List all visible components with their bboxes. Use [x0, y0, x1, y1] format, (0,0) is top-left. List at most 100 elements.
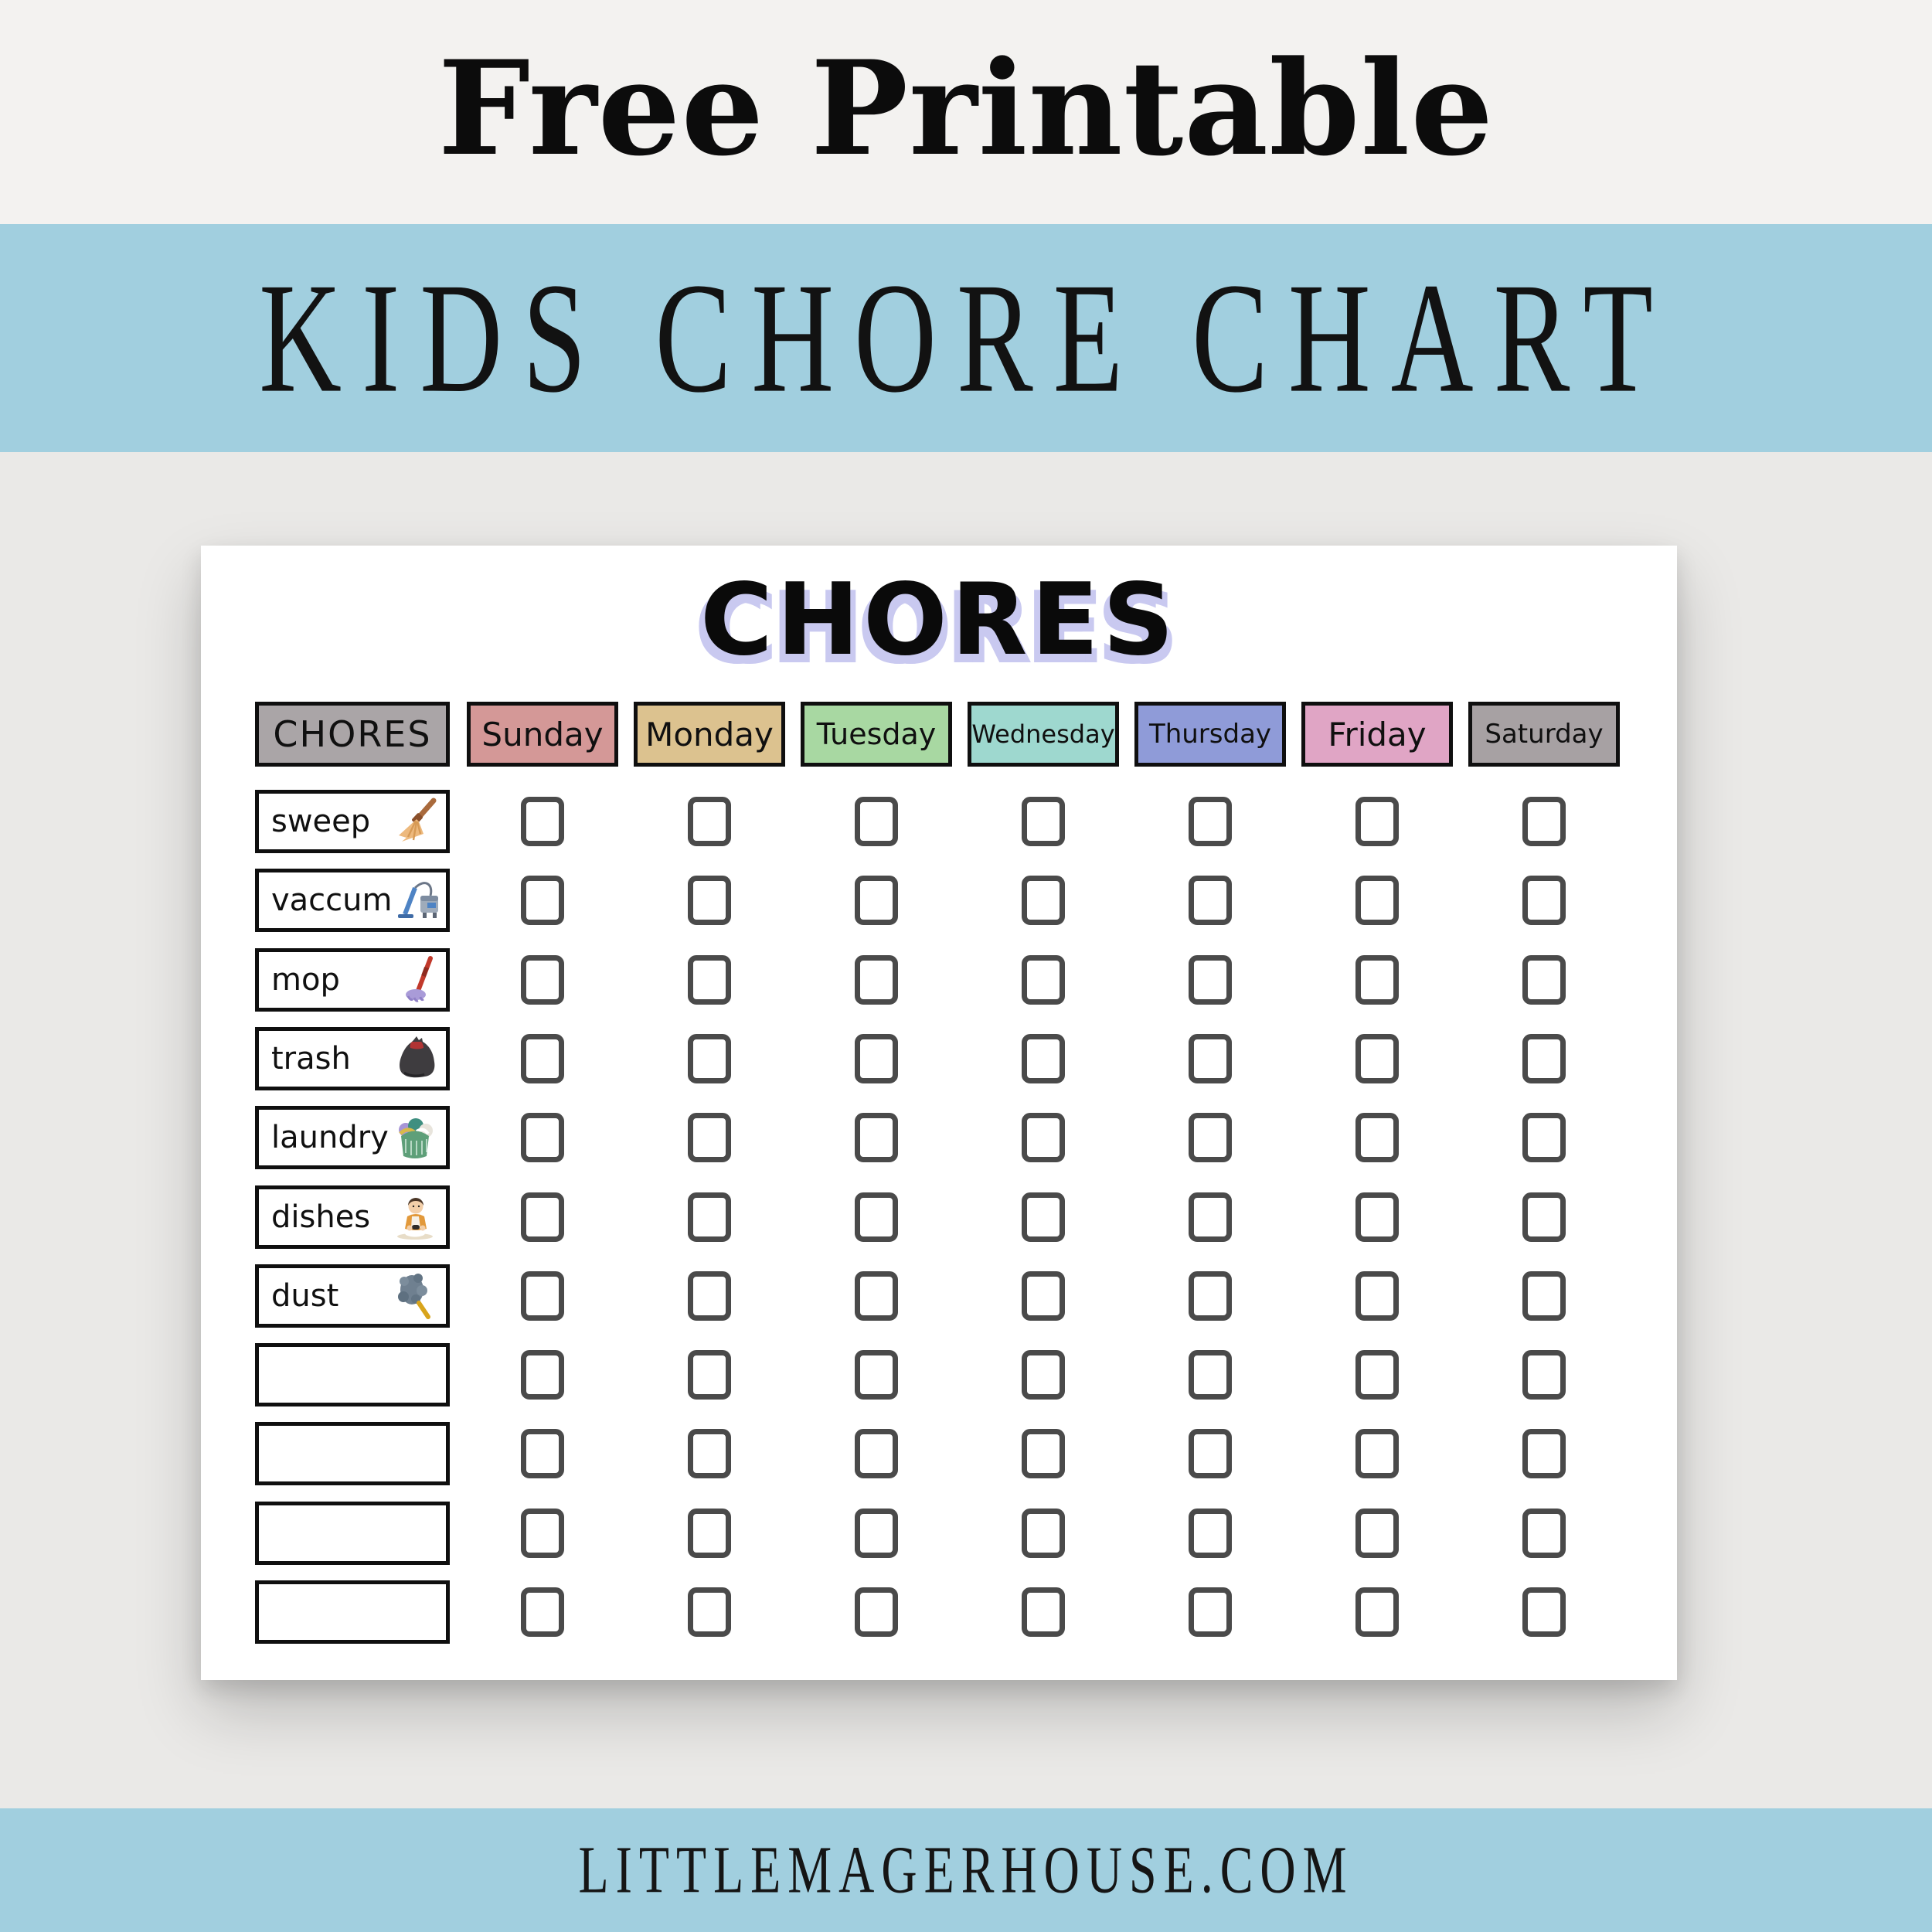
- checkbox-trash-thursday[interactable]: [1189, 1034, 1232, 1083]
- checkbox-vaccum-wednesday[interactable]: [1022, 876, 1065, 925]
- checkbox-row10-monday[interactable]: [688, 1509, 731, 1558]
- checkbox-laundry-monday[interactable]: [688, 1113, 731, 1162]
- checkbox-dishes-thursday[interactable]: [1189, 1192, 1232, 1242]
- checkbox-sweep-monday[interactable]: [688, 797, 731, 846]
- checkbox-row10-wednesday[interactable]: [1022, 1509, 1065, 1558]
- checkbox-row9-monday[interactable]: [688, 1429, 731, 1478]
- checkbox-row9-tuesday[interactable]: [855, 1429, 898, 1478]
- checkbox-dishes-saturday[interactable]: [1522, 1192, 1566, 1242]
- checkbox-dishes-monday[interactable]: [688, 1192, 731, 1242]
- checkbox-row8-wednesday[interactable]: [1022, 1350, 1065, 1400]
- checkbox-dust-saturday[interactable]: [1522, 1271, 1566, 1321]
- checkbox-sweep-thursday[interactable]: [1189, 797, 1232, 846]
- checkbox-dust-sunday[interactable]: [521, 1271, 564, 1321]
- banner-title: KIDS CHORE CHART: [259, 250, 1673, 426]
- header-cell-chores: CHORES: [255, 702, 450, 767]
- checkbox-vaccum-friday[interactable]: [1355, 876, 1399, 925]
- checkbox-mop-saturday[interactable]: [1522, 955, 1566, 1005]
- checkbox-row8-saturday[interactable]: [1522, 1350, 1566, 1400]
- checkbox-row9-saturday[interactable]: [1522, 1429, 1566, 1478]
- checkbox-row8-monday[interactable]: [688, 1350, 731, 1400]
- checkbox-row11-tuesday[interactable]: [855, 1587, 898, 1637]
- chore-label-box-laundry: laundry: [255, 1106, 450, 1169]
- checkbox-row11-thursday[interactable]: [1189, 1587, 1232, 1637]
- vacuum-icon: [392, 876, 441, 925]
- checkbox-vaccum-tuesday[interactable]: [855, 876, 898, 925]
- checkbox-mop-wednesday[interactable]: [1022, 955, 1065, 1005]
- duster-icon: [390, 1271, 440, 1321]
- checkbox-row11-monday[interactable]: [688, 1587, 731, 1637]
- checkbox-row10-tuesday[interactable]: [855, 1509, 898, 1558]
- background-top: [0, 0, 1932, 224]
- checkbox-sweep-saturday[interactable]: [1522, 797, 1566, 846]
- checkbox-row10-friday[interactable]: [1355, 1509, 1399, 1558]
- checkbox-laundry-wednesday[interactable]: [1022, 1113, 1065, 1162]
- checkbox-dishes-wednesday[interactable]: [1022, 1192, 1065, 1242]
- checkbox-mop-friday[interactable]: [1355, 955, 1399, 1005]
- footer-url: LITTLEMAGERHOUSE.COM: [578, 1832, 1354, 1907]
- checkbox-trash-tuesday[interactable]: [855, 1034, 898, 1083]
- broom-icon: [390, 797, 440, 846]
- checkbox-laundry-sunday[interactable]: [521, 1113, 564, 1162]
- checkbox-mop-tuesday[interactable]: [855, 955, 898, 1005]
- checkbox-dust-monday[interactable]: [688, 1271, 731, 1321]
- header-cell-monday: Monday: [634, 702, 785, 767]
- checkbox-laundry-thursday[interactable]: [1189, 1113, 1232, 1162]
- footer-banner: LITTLEMAGERHOUSE.COM: [0, 1808, 1932, 1932]
- header-cell-wednesday: Wednesday: [968, 702, 1119, 767]
- checkbox-row8-friday[interactable]: [1355, 1350, 1399, 1400]
- checkbox-dishes-sunday[interactable]: [521, 1192, 564, 1242]
- write-in-box[interactable]: [255, 1422, 450, 1485]
- checkbox-laundry-saturday[interactable]: [1522, 1113, 1566, 1162]
- checkbox-trash-sunday[interactable]: [521, 1034, 564, 1083]
- checkbox-dust-wednesday[interactable]: [1022, 1271, 1065, 1321]
- banner: KIDS CHORE CHART: [0, 224, 1932, 452]
- chore-label: laundry: [271, 1120, 389, 1155]
- chore-label-box-vaccum: vaccum: [255, 869, 450, 932]
- checkbox-trash-saturday[interactable]: [1522, 1034, 1566, 1083]
- checkbox-trash-wednesday[interactable]: [1022, 1034, 1065, 1083]
- checkbox-row8-tuesday[interactable]: [855, 1350, 898, 1400]
- checkbox-dishes-tuesday[interactable]: [855, 1192, 898, 1242]
- checkbox-sweep-tuesday[interactable]: [855, 797, 898, 846]
- checkbox-row9-sunday[interactable]: [521, 1429, 564, 1478]
- checkbox-sweep-friday[interactable]: [1355, 797, 1399, 846]
- checkbox-mop-thursday[interactable]: [1189, 955, 1232, 1005]
- write-in-box[interactable]: [255, 1343, 450, 1406]
- checkbox-row9-friday[interactable]: [1355, 1429, 1399, 1478]
- checkbox-row11-sunday[interactable]: [521, 1587, 564, 1637]
- checkbox-laundry-friday[interactable]: [1355, 1113, 1399, 1162]
- write-in-box[interactable]: [255, 1580, 450, 1644]
- checkbox-row9-thursday[interactable]: [1189, 1429, 1232, 1478]
- checkbox-vaccum-thursday[interactable]: [1189, 876, 1232, 925]
- checkbox-laundry-tuesday[interactable]: [855, 1113, 898, 1162]
- checkbox-dust-thursday[interactable]: [1189, 1271, 1232, 1321]
- checkbox-vaccum-saturday[interactable]: [1522, 876, 1566, 925]
- checkbox-sweep-wednesday[interactable]: [1022, 797, 1065, 846]
- checkbox-row11-friday[interactable]: [1355, 1587, 1399, 1637]
- checkbox-row10-saturday[interactable]: [1522, 1509, 1566, 1558]
- checkbox-row8-sunday[interactable]: [521, 1350, 564, 1400]
- header-cell-tuesday: Tuesday: [801, 702, 952, 767]
- checkbox-mop-monday[interactable]: [688, 955, 731, 1005]
- checkbox-dust-tuesday[interactable]: [855, 1271, 898, 1321]
- checkbox-sweep-sunday[interactable]: [521, 797, 564, 846]
- checkbox-dust-friday[interactable]: [1355, 1271, 1399, 1321]
- checkbox-row8-thursday[interactable]: [1189, 1350, 1232, 1400]
- checkbox-row10-sunday[interactable]: [521, 1509, 564, 1558]
- chore-label-box-sweep: sweep: [255, 790, 450, 853]
- checkbox-vaccum-monday[interactable]: [688, 876, 731, 925]
- laundry-basket-icon: [390, 1113, 440, 1162]
- trash-bag-icon: [390, 1034, 440, 1083]
- checkbox-row11-saturday[interactable]: [1522, 1587, 1566, 1637]
- checkbox-trash-friday[interactable]: [1355, 1034, 1399, 1083]
- checkbox-vaccum-sunday[interactable]: [521, 876, 564, 925]
- checkbox-trash-monday[interactable]: [688, 1034, 731, 1083]
- checkbox-row9-wednesday[interactable]: [1022, 1429, 1065, 1478]
- checkbox-row11-wednesday[interactable]: [1022, 1587, 1065, 1637]
- write-in-box[interactable]: [255, 1502, 450, 1565]
- checkbox-row10-thursday[interactable]: [1189, 1509, 1232, 1558]
- checkbox-mop-sunday[interactable]: [521, 955, 564, 1005]
- chore-label: dust: [271, 1278, 339, 1314]
- checkbox-dishes-friday[interactable]: [1355, 1192, 1399, 1242]
